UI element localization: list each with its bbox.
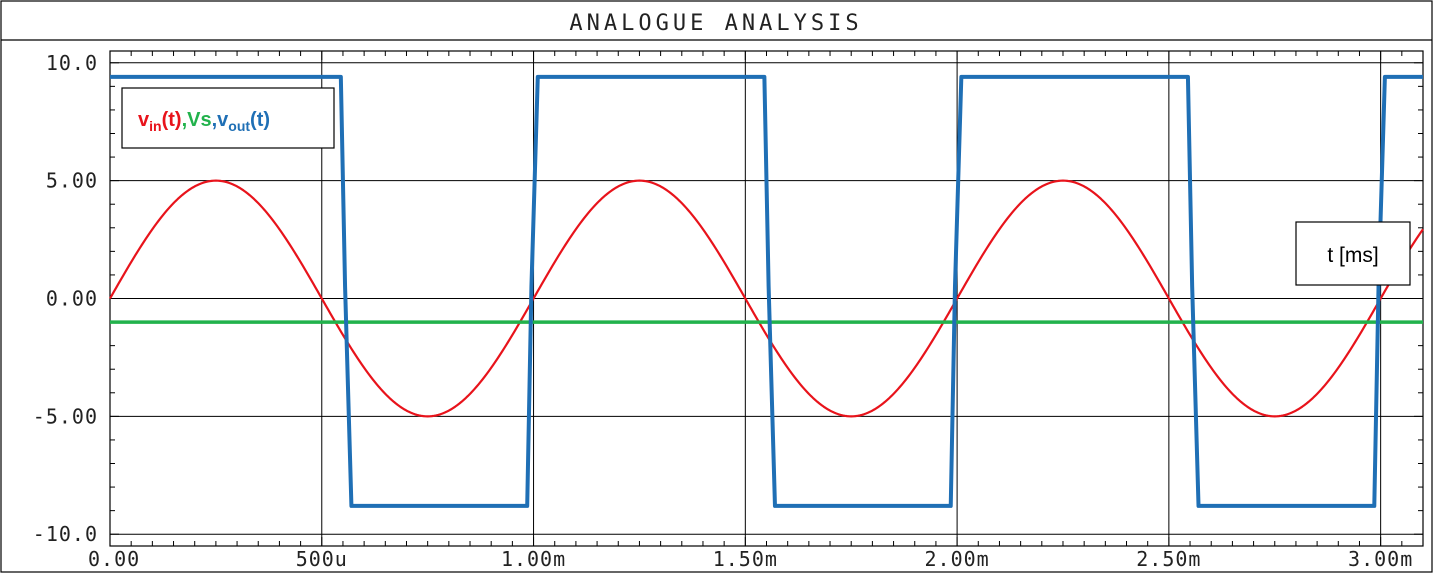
series-vout-line bbox=[110, 74, 1423, 508]
x-tick-label: 3.00m bbox=[1348, 547, 1413, 571]
series-vin-line bbox=[109, 179, 1424, 418]
x-tick-label: 1.50m bbox=[713, 547, 778, 571]
x-axis-label: t [ms] bbox=[1327, 244, 1378, 267]
legend-entry-out: v bbox=[217, 109, 229, 131]
legend: vin(t),Vs,vout(t) bbox=[121, 87, 335, 149]
x-tick-label: 0.00 bbox=[88, 547, 140, 571]
y-tick-label: -10.0 bbox=[33, 522, 98, 546]
tick-label-layer: 10.05.000.00-5.00-10.00.00 500u 1.00m 1.50m… bbox=[33, 51, 1413, 571]
x-tick-label: 2.00m bbox=[924, 547, 989, 571]
tick-layer bbox=[109, 51, 1424, 546]
x-tick-label: 500u bbox=[296, 547, 348, 571]
chart-title: ANALOGUE ANALYSIS bbox=[569, 11, 862, 36]
y-tick-label: 0.00 bbox=[46, 287, 98, 311]
x-tick-label: 2.50m bbox=[1136, 547, 1201, 571]
series-layer bbox=[109, 74, 1424, 508]
legend-suffix: (t) bbox=[162, 109, 182, 131]
y-tick-label: -5.00 bbox=[33, 404, 98, 428]
legend-box bbox=[121, 87, 335, 149]
x-axis-label-box: t [ms] bbox=[1295, 221, 1411, 286]
legend-separator: , bbox=[182, 109, 188, 131]
legend-suffix: (t) bbox=[250, 109, 270, 131]
y-tick-label: 5.00 bbox=[46, 169, 98, 193]
legend-subscript: in bbox=[149, 118, 161, 134]
x-tick-label: 1.00m bbox=[501, 547, 566, 571]
legend-text: vin(t),Vs,vout(t) bbox=[138, 109, 270, 134]
legend-subscript: out bbox=[228, 118, 250, 134]
legend-entry-vs: Vs bbox=[187, 109, 211, 131]
x-axis-label-frame bbox=[1295, 221, 1411, 286]
y-tick-label: 10.0 bbox=[46, 51, 98, 75]
legend-separator: , bbox=[212, 109, 218, 131]
legend-entry-in: v bbox=[138, 109, 150, 131]
